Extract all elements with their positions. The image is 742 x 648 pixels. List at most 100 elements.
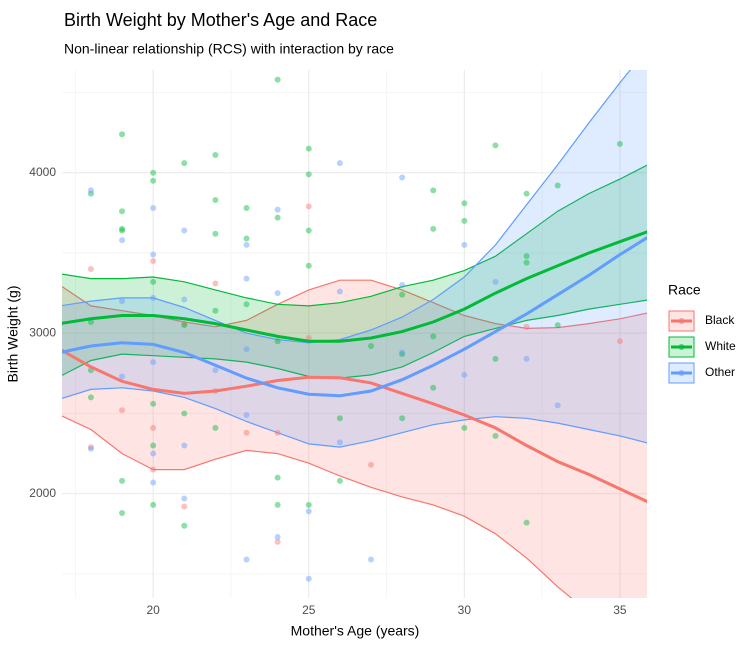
legend-key-point xyxy=(678,370,685,376)
data-point xyxy=(119,407,126,414)
data-point xyxy=(212,152,219,159)
data-point xyxy=(181,495,188,502)
data-point xyxy=(119,227,126,234)
data-point xyxy=(87,266,94,273)
data-point xyxy=(399,415,406,422)
data-point xyxy=(274,534,281,541)
data-point xyxy=(150,169,157,176)
data-point xyxy=(150,359,157,366)
data-point xyxy=(212,307,219,314)
data-point xyxy=(181,503,188,510)
data-point xyxy=(119,225,126,232)
data-point xyxy=(461,371,468,378)
data-point xyxy=(274,214,281,221)
data-point xyxy=(150,251,157,258)
data-point xyxy=(150,466,157,473)
legend-key-point xyxy=(678,344,685,350)
data-point xyxy=(212,424,219,431)
data-point xyxy=(492,278,499,285)
data-point xyxy=(461,217,468,224)
data-point xyxy=(492,355,499,362)
data-point xyxy=(243,241,250,248)
data-point xyxy=(150,424,157,431)
data-point xyxy=(87,187,94,194)
data-point xyxy=(523,323,530,330)
data-point xyxy=(119,477,126,484)
data-point xyxy=(181,442,188,449)
fit-line xyxy=(62,230,647,343)
data-point xyxy=(399,291,406,298)
data-point xyxy=(336,288,343,295)
data-point xyxy=(399,351,406,358)
y-tick-label: 2000 xyxy=(29,486,56,500)
data-point xyxy=(461,241,468,248)
data-point xyxy=(616,140,623,147)
data-point xyxy=(181,320,188,327)
data-point xyxy=(336,439,343,446)
data-point xyxy=(616,338,623,345)
data-point xyxy=(305,203,312,210)
data-point xyxy=(523,253,530,260)
y-tick-label: 3000 xyxy=(29,325,56,339)
data-point xyxy=(243,346,250,353)
data-point xyxy=(523,190,530,197)
data-point xyxy=(274,501,281,508)
data-point xyxy=(119,509,126,516)
x-tick-label: 35 xyxy=(613,603,627,617)
data-point xyxy=(150,501,157,508)
data-point xyxy=(212,367,219,374)
data-point xyxy=(305,575,312,582)
legend-label: White xyxy=(705,339,736,353)
data-point xyxy=(336,160,343,167)
data-point xyxy=(305,508,312,515)
data-point xyxy=(430,225,437,232)
data-point xyxy=(430,333,437,340)
fit-line xyxy=(62,236,647,398)
data-point xyxy=(150,450,157,457)
data-point xyxy=(492,432,499,439)
x-tick-label: 30 xyxy=(458,603,472,617)
y-tick-label: 4000 xyxy=(29,165,56,179)
data-point xyxy=(87,394,94,401)
data-point xyxy=(430,187,437,194)
data-point xyxy=(181,227,188,234)
legend-entry: Black xyxy=(668,310,735,332)
data-point xyxy=(492,142,499,149)
data-point xyxy=(243,235,250,242)
data-point xyxy=(336,415,343,422)
chart-subtitle: Non-linear relationship (RCS) with inter… xyxy=(64,41,394,57)
data-point xyxy=(430,384,437,391)
data-point xyxy=(243,205,250,212)
data-point xyxy=(150,294,157,301)
x-axis-label: Mother's Age (years) xyxy=(291,623,420,639)
data-point xyxy=(274,338,281,345)
data-point xyxy=(336,477,343,484)
data-point xyxy=(150,257,157,264)
data-point xyxy=(119,131,126,138)
data-point xyxy=(305,501,312,508)
data-point xyxy=(305,171,312,178)
data-point xyxy=(523,355,530,362)
fit-line xyxy=(62,348,647,504)
data-point xyxy=(305,262,312,269)
data-point xyxy=(150,400,157,407)
data-point xyxy=(274,290,281,297)
data-point xyxy=(461,424,468,431)
confidence-ribbon xyxy=(62,70,647,448)
data-point xyxy=(243,556,250,563)
data-point xyxy=(243,275,250,282)
data-point xyxy=(181,296,188,303)
data-point xyxy=(399,174,406,181)
legend: Black White Other xyxy=(668,310,736,384)
chart-title: Birth Weight by Mother's Age and Race xyxy=(64,10,377,30)
data-point xyxy=(243,429,250,436)
data-point xyxy=(367,461,374,468)
data-point xyxy=(181,410,188,417)
confidence-ribbon xyxy=(62,279,647,598)
data-point xyxy=(87,444,94,451)
data-point xyxy=(274,538,281,545)
data-point xyxy=(150,177,157,184)
legend-entry: Other xyxy=(668,362,735,384)
data-point xyxy=(399,349,406,356)
